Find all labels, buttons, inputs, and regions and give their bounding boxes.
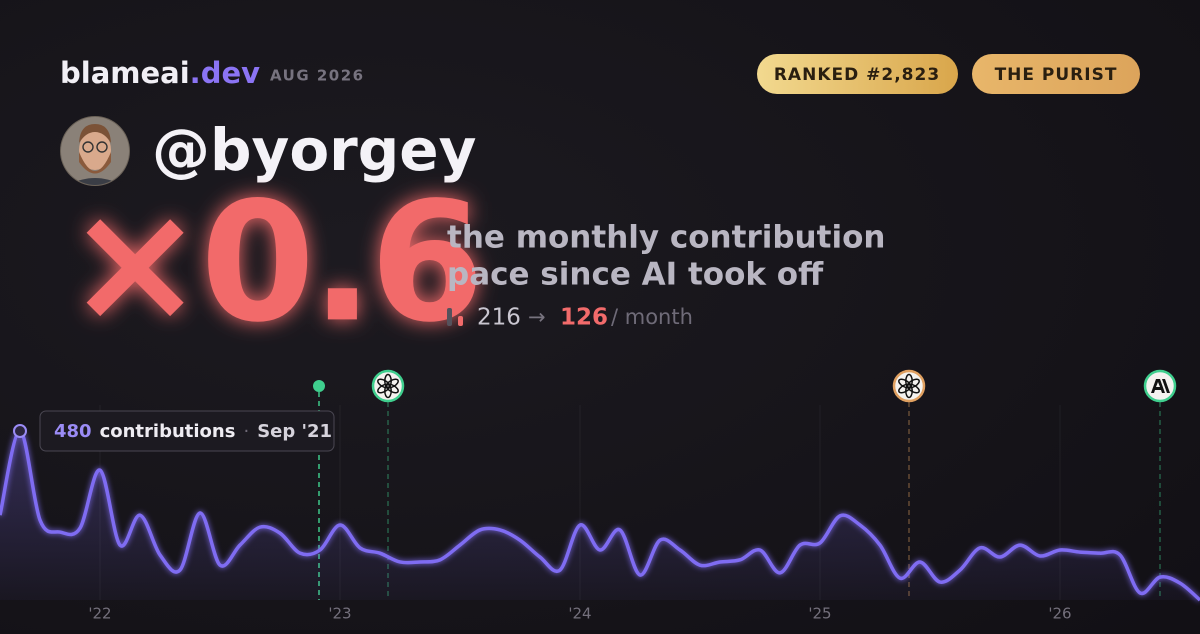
event-icon <box>1143 369 1177 403</box>
pace-icon <box>447 308 452 326</box>
badge <box>972 54 1140 94</box>
x-tick-label: '26 <box>1048 605 1071 623</box>
pace-arrow: → <box>528 305 546 329</box>
area <box>0 430 1200 600</box>
badge-text: RANKED #2,823 <box>774 65 940 85</box>
pace-unit: / month <box>611 305 693 329</box>
event-icon-petal <box>898 378 912 389</box>
chart: '22 '23 '24 '25 '26 480 contributions · Sep '21 <box>0 369 1200 623</box>
badge <box>757 54 958 94</box>
x-tick-label: '25 <box>808 605 831 623</box>
badge-text: THE PURIST <box>995 65 1118 85</box>
event-dot <box>313 380 325 392</box>
brand-name: blameai <box>60 56 190 90</box>
event-icon-glyph <box>1151 379 1170 393</box>
pace-icon <box>458 316 463 326</box>
avatar <box>60 116 130 186</box>
event-icon <box>371 369 405 403</box>
pace-after: 126 <box>560 305 608 331</box>
tooltip-text: 480 contributions · Sep '21 <box>54 421 332 442</box>
tooltip-label: contributions <box>100 421 236 442</box>
description-line: pace since AI took off <box>447 257 824 293</box>
brand: blameai.dev <box>60 56 260 90</box>
event-icon-ring <box>892 369 926 403</box>
description-line: the monthly contribution <box>447 220 885 256</box>
tooltip-date: Sep '21 <box>257 421 332 442</box>
pace-before: 216 <box>477 305 521 331</box>
x-tick-label: '23 <box>328 605 351 623</box>
line <box>0 429 1200 602</box>
x-tick-label: '22 <box>88 605 111 623</box>
event-icon-petal <box>377 378 391 389</box>
x-tick-label: '24 <box>568 605 591 623</box>
date: AUG 2026 <box>270 67 365 85</box>
tooltip-separator: · <box>243 421 249 442</box>
brand-tld: .dev <box>190 56 260 90</box>
multiplier: ×0.6 <box>66 166 481 358</box>
event-icon-ring <box>371 369 405 403</box>
event-icon <box>892 369 926 403</box>
tooltip <box>39 410 335 452</box>
peak-marker <box>13 424 27 438</box>
tooltip-value: 480 <box>54 421 92 442</box>
handle: @byorgey <box>152 116 476 184</box>
